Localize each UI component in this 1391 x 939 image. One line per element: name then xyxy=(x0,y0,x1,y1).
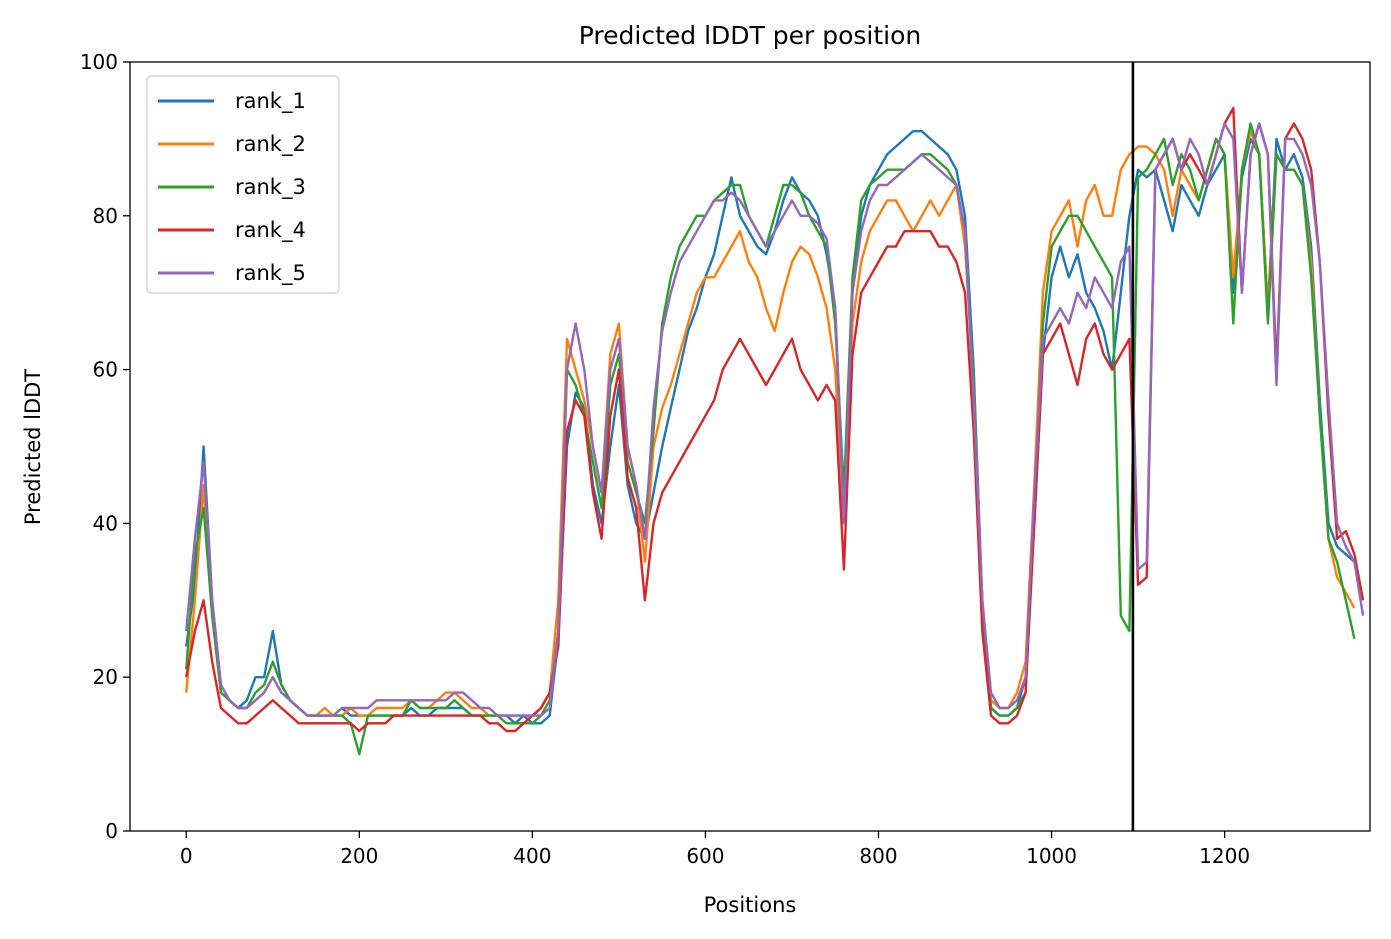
x-tick-label: 0 xyxy=(180,844,193,868)
y-tick-label: 0 xyxy=(105,819,118,843)
x-tick-label: 600 xyxy=(686,844,724,868)
y-tick-label: 60 xyxy=(93,358,118,382)
legend-label-rank_2: rank_2 xyxy=(235,132,306,157)
x-tick-label: 400 xyxy=(513,844,551,868)
axes-layer: 0 200 400 600 800 1000 1200 0 20 40 60 80 100 xyxy=(80,50,1371,868)
legend: rank_1 rank_2 rank_3 rank_4 rank_5 xyxy=(146,75,340,294)
legend-label-rank_3: rank_3 xyxy=(235,175,306,200)
legend-label-rank_5: rank_5 xyxy=(235,261,306,286)
legend-label-rank_1: rank_1 xyxy=(235,89,306,114)
series-line-rank_4 xyxy=(185,106,1365,733)
x-tick-label: 1200 xyxy=(1199,844,1250,868)
plot-frame xyxy=(129,61,1371,832)
y-tick-label: 100 xyxy=(80,50,118,74)
series-line-rank_1 xyxy=(185,129,1356,725)
legend-label-rank_4: rank_4 xyxy=(235,218,306,243)
legend-box xyxy=(146,75,340,294)
y-tick-label: 40 xyxy=(93,511,118,535)
y-axis-title: Predicted lDDT xyxy=(21,369,45,525)
x-tick-label: 200 xyxy=(340,844,378,868)
y-tick-label: 80 xyxy=(93,204,118,228)
series-line-rank_2 xyxy=(185,129,1356,717)
series-line-rank_5 xyxy=(185,122,1365,717)
x-tick-label: 800 xyxy=(859,844,897,868)
chart-title: Predicted lDDT per position xyxy=(579,21,921,50)
x-tick-label: 1000 xyxy=(1026,844,1077,868)
y-tick-label: 20 xyxy=(93,665,118,689)
x-axis-title: Positions xyxy=(704,893,797,917)
plot-layer xyxy=(185,62,1365,831)
series-line-rank_3 xyxy=(185,122,1356,756)
